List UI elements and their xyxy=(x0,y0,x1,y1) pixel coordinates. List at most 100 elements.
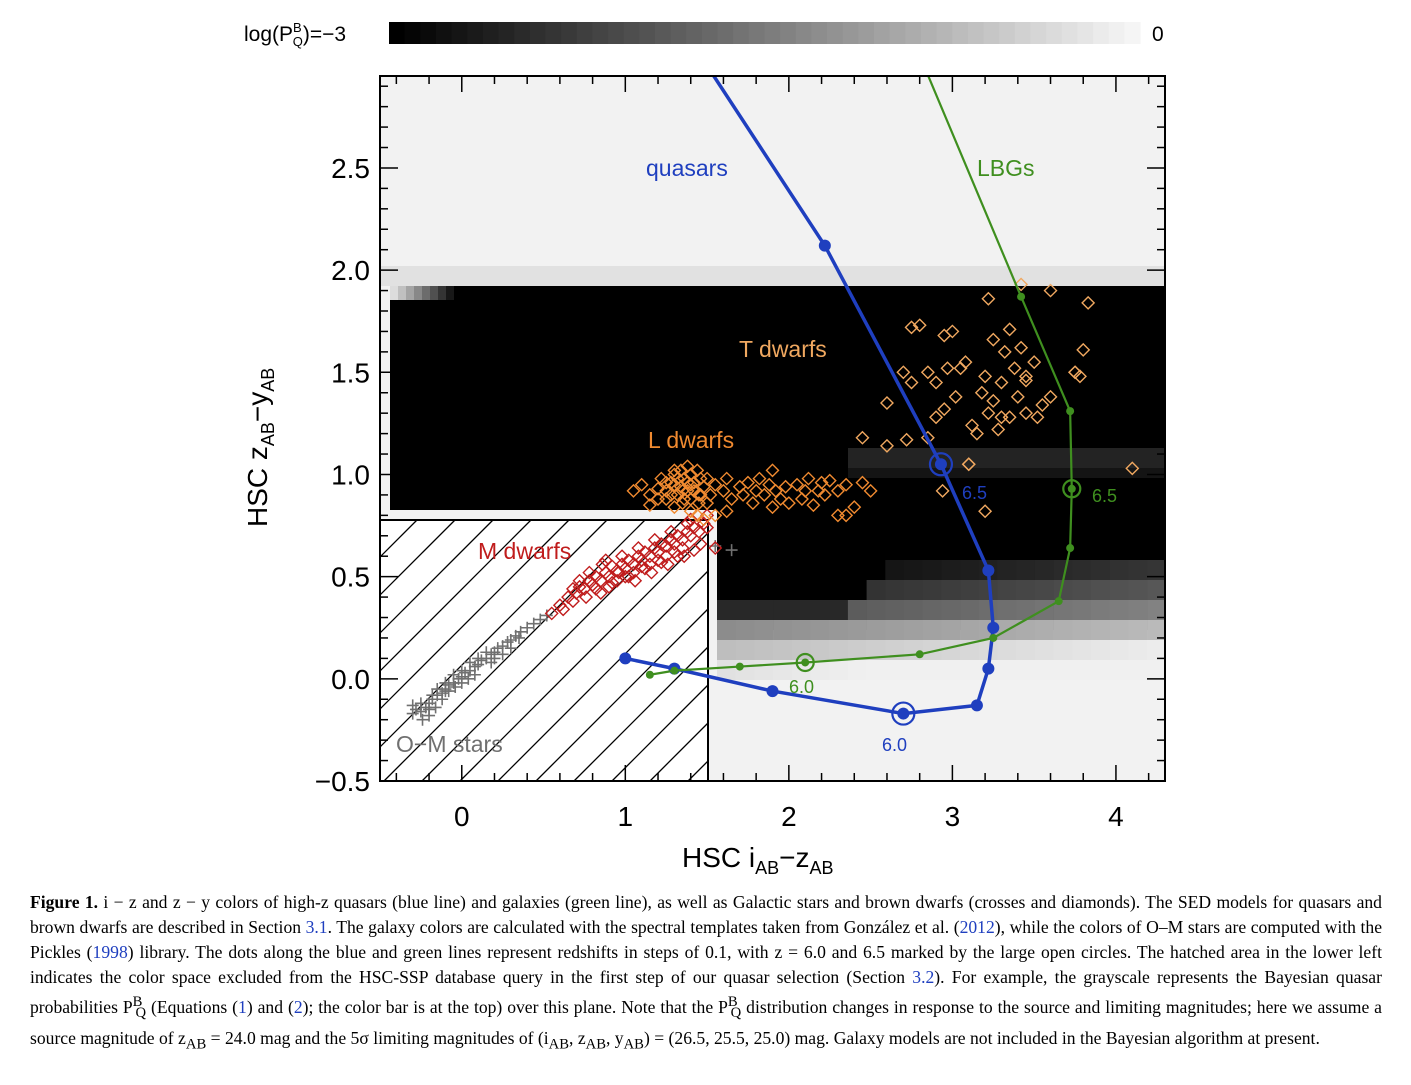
colorbar-step xyxy=(952,22,969,44)
l-dwarf-point xyxy=(687,483,701,498)
probability-cell xyxy=(735,620,755,640)
lbg-redshift-point xyxy=(1066,407,1075,416)
probability-cell xyxy=(941,580,961,600)
colorbar-step xyxy=(748,22,766,44)
model-tracks xyxy=(619,76,1082,726)
probability-cell xyxy=(829,600,849,620)
l-dwarf-point xyxy=(778,479,793,494)
l-dwarf-point xyxy=(752,471,767,486)
om-star-point xyxy=(462,672,475,685)
probability-cell xyxy=(847,640,867,660)
t-dwarf-point xyxy=(991,422,1006,437)
probability-cell xyxy=(866,560,886,580)
probability-cell xyxy=(1072,660,1092,680)
t-dwarf-point xyxy=(929,410,944,425)
colorbar-step xyxy=(858,22,875,44)
hatch-line xyxy=(383,519,646,782)
probability-cell xyxy=(754,560,774,580)
l-dwarf-point xyxy=(773,492,788,506)
probability-cell xyxy=(1016,560,1036,580)
m-dwarf-point xyxy=(544,606,559,621)
probability-map xyxy=(380,76,1165,781)
probability-cell xyxy=(960,560,980,580)
probability-cell xyxy=(773,580,793,600)
m-dwarf-point xyxy=(615,549,630,564)
t-dwarf-point xyxy=(994,410,1009,425)
probability-cell xyxy=(885,660,905,680)
colorbar-step xyxy=(623,22,640,44)
m-dwarf-point xyxy=(683,512,698,527)
ref-citation[interactable]: 2012 xyxy=(959,917,995,937)
colorbar-step xyxy=(420,22,437,44)
t-dwarf-point xyxy=(994,375,1009,390)
m-dwarf-point xyxy=(579,590,594,605)
probability-cell xyxy=(1109,620,1129,640)
probability-cell xyxy=(773,640,793,660)
l-dwarf-point xyxy=(814,475,829,490)
colorbar-step xyxy=(1046,22,1063,44)
t-dwarf-point xyxy=(969,426,984,441)
label-l-dwarfs: L dwarfs xyxy=(648,427,734,453)
colorbar-step xyxy=(482,22,500,44)
l-dwarf-point xyxy=(830,483,845,498)
probability-cell xyxy=(406,286,414,308)
probability-cell xyxy=(1147,580,1165,600)
probability-cell xyxy=(1053,660,1073,680)
m-dwarf-point xyxy=(644,565,659,580)
probability-cell xyxy=(1072,620,1092,640)
m-dwarf-point xyxy=(605,575,620,590)
m-dwarf-point xyxy=(556,602,571,617)
m-dwarf-point xyxy=(708,541,723,556)
om-star-point xyxy=(447,668,460,681)
figure-caption: Figure 1. i − z and z − y colors of high… xyxy=(30,892,1382,1053)
probability-cell xyxy=(754,580,774,600)
y-tick-label: 0.0 xyxy=(331,664,370,695)
l-dwarf-point xyxy=(822,473,837,488)
probability-cell xyxy=(922,600,942,620)
om-star-point xyxy=(429,701,442,714)
t-dwarf-point xyxy=(1081,295,1096,310)
probability-cell xyxy=(1016,640,1036,660)
t-dwarf-point xyxy=(1072,369,1087,384)
colorbar-step xyxy=(639,22,656,44)
colorbar-step xyxy=(795,22,813,44)
m-dwarf-point xyxy=(664,524,679,539)
t-dwarf-point xyxy=(1014,340,1029,355)
ref-equation[interactable]: 1 xyxy=(238,996,247,1017)
om-star-point xyxy=(414,697,427,710)
colorbar-step xyxy=(827,22,844,44)
colorbar-step xyxy=(920,22,938,44)
l-dwarf-point xyxy=(642,498,657,513)
t-dwarf-point xyxy=(1019,369,1033,384)
ref-section[interactable]: 3.1 xyxy=(305,917,328,937)
ref-citation[interactable]: 1998 xyxy=(92,942,128,962)
probability-cell xyxy=(1109,600,1129,620)
label-m-dwarfs: M dwarfs xyxy=(478,538,571,564)
t-dwarf-point xyxy=(920,365,935,380)
probability-cell xyxy=(847,580,867,600)
probability-cell xyxy=(847,560,867,580)
ref-section[interactable]: 3.2 xyxy=(912,967,935,987)
l-dwarf-point xyxy=(677,492,692,506)
om-star-point xyxy=(521,621,534,634)
lbg-redshift-point xyxy=(989,633,998,642)
probability-cell xyxy=(717,580,736,600)
probability-cell xyxy=(941,600,961,620)
om-star-point xyxy=(480,646,493,659)
probability-cell xyxy=(1053,560,1073,580)
probability-cell xyxy=(1034,640,1054,660)
colorbar-step xyxy=(654,22,672,44)
annotations: quasars LBGs T dwarfs L dwarfs M dwarfs … xyxy=(396,155,1117,757)
probability-cell xyxy=(1053,580,1073,600)
probability-cell xyxy=(885,580,905,600)
probability-cell xyxy=(866,660,886,680)
colorbar: log(PB Q)=−3 0 xyxy=(244,20,1164,49)
probability-cell xyxy=(941,660,961,680)
l-dwarf-point xyxy=(719,504,734,519)
colorbar-step xyxy=(1061,22,1079,44)
t-dwarf-point xyxy=(958,355,973,370)
ref-equation[interactable]: 2 xyxy=(293,996,303,1017)
lbg-redshift-point xyxy=(1067,484,1076,493)
l-dwarf-point xyxy=(790,477,805,492)
y-tick-label: 0.5 xyxy=(331,562,370,593)
